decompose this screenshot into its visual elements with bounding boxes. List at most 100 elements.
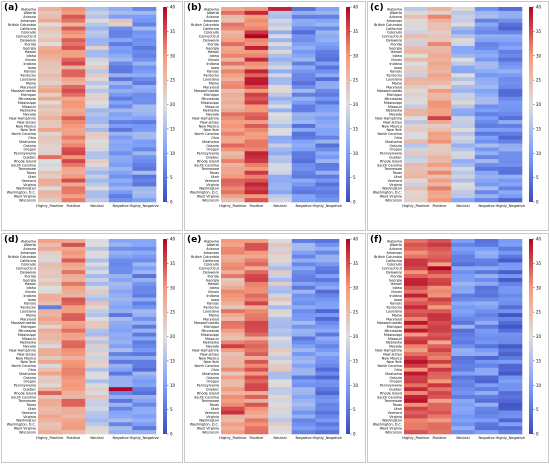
heatmap-cell (85, 340, 110, 345)
heatmap-cell (221, 135, 245, 140)
heatmap-cell (451, 186, 476, 191)
colorbar-tick-label: 30 (353, 285, 359, 290)
heatmap-cell (451, 278, 476, 283)
row-label: New York (386, 360, 402, 364)
heatmap-cell (474, 242, 499, 248)
heatmap-cell (61, 324, 86, 329)
heatmap-cell (244, 30, 269, 35)
row-label: California (386, 259, 402, 263)
heatmap-cell (291, 359, 316, 365)
heatmap-cell (108, 301, 133, 306)
heatmap-cell (38, 410, 62, 415)
heatmap-cell (474, 313, 499, 318)
heatmap-cell (498, 324, 523, 329)
column-label: Highly_Negative (130, 204, 160, 208)
row-label: Maine (26, 313, 36, 317)
heatmap-cell (221, 159, 245, 164)
heatmap-cell (85, 402, 110, 407)
heatmap-cell (268, 26, 293, 31)
heatmap-cell (291, 77, 316, 82)
heatmap-cell (498, 135, 523, 140)
colorbar (163, 239, 167, 434)
heatmap-cell (315, 120, 340, 125)
row-label: British Columbia (191, 255, 219, 259)
heatmap-cell (61, 92, 86, 97)
row-label: Wisconsin (19, 430, 36, 434)
row-label: North Carolina (11, 364, 36, 368)
row-label: Mississippi (201, 101, 219, 105)
heatmap-cell (404, 147, 428, 152)
heatmap-cell (244, 92, 269, 97)
heatmap-cell (85, 131, 110, 136)
heatmap-cell (85, 289, 110, 294)
heatmap-cell (474, 131, 499, 136)
heatmap-cell (132, 42, 157, 47)
heatmap-cell (85, 309, 110, 314)
heatmap-cell (268, 262, 293, 267)
row-label: Indiana (389, 62, 402, 66)
heatmap-cell (451, 410, 476, 415)
row-label: Alberta (390, 11, 402, 15)
row-label: Wisconsin (385, 198, 402, 202)
row-label: Minnesota (19, 329, 37, 333)
heatmap-cell (244, 406, 269, 411)
heatmap-cell (38, 14, 62, 19)
panel-label: (e) (187, 235, 202, 245)
heatmap-cell (268, 170, 293, 175)
heatmap-cell (61, 81, 86, 86)
row-label: Alberta (390, 243, 402, 247)
heatmap-cell (315, 147, 340, 152)
heatmap-cell (61, 147, 86, 152)
heatmap-cell (244, 85, 269, 90)
heatmap-cell (132, 163, 157, 168)
colorbar-tick-label: 20 (353, 334, 359, 339)
heatmap-cell (38, 186, 62, 191)
heatmap-cell (427, 85, 452, 90)
heatmap-cell (404, 81, 428, 86)
heatmap-cell (221, 143, 245, 148)
row-label: West Virginia (380, 194, 402, 198)
heatmap-cell (451, 398, 476, 404)
heatmap-cell (291, 92, 316, 97)
heatmap-cell (498, 336, 523, 341)
heatmap-cell (474, 198, 499, 203)
row-label: Massachusetts (11, 321, 36, 325)
heatmap-cell (315, 49, 340, 55)
heatmap-cell (315, 112, 340, 117)
heatmap-cell (108, 7, 133, 12)
heatmap-cell (291, 297, 316, 302)
heatmap-cell (108, 348, 133, 353)
row-label: West Virginia (197, 426, 219, 430)
heatmap-cell (291, 57, 316, 62)
heatmap-cell (315, 14, 340, 19)
heatmap-cell (61, 430, 86, 435)
row-label: Arkansas (21, 19, 37, 23)
heatmap-cell (132, 410, 157, 415)
heatmap-cell (268, 190, 293, 195)
row-label: Minnesota (202, 97, 220, 101)
row-label: Ohio (394, 368, 402, 372)
heatmap-cell (108, 320, 133, 326)
heatmap-cell (427, 281, 452, 287)
row-label: New Jersey (383, 352, 402, 356)
heatmap-cell (108, 313, 133, 318)
row-label: North Carolina (377, 364, 402, 368)
heatmap-cell (291, 61, 316, 66)
heatmap-cell (85, 266, 110, 271)
heatmap-cell (291, 367, 316, 372)
colorbar-tick-label: 5 (170, 407, 173, 412)
heatmap-cell (61, 301, 86, 306)
heatmap-cell (38, 151, 62, 156)
heatmap-cell (291, 163, 316, 168)
heatmap-cell (474, 18, 499, 23)
row-label: Pennsylvania (380, 384, 402, 388)
heatmap-cell (108, 57, 133, 62)
heatmap-cell (474, 344, 499, 349)
row-label: California (20, 259, 36, 263)
heatmap-cell (291, 96, 316, 101)
row-label: Hawaii (391, 50, 402, 54)
row-label: Illinois (25, 290, 36, 294)
heatmap-cell (474, 77, 499, 82)
heatmap-cell (132, 398, 157, 404)
